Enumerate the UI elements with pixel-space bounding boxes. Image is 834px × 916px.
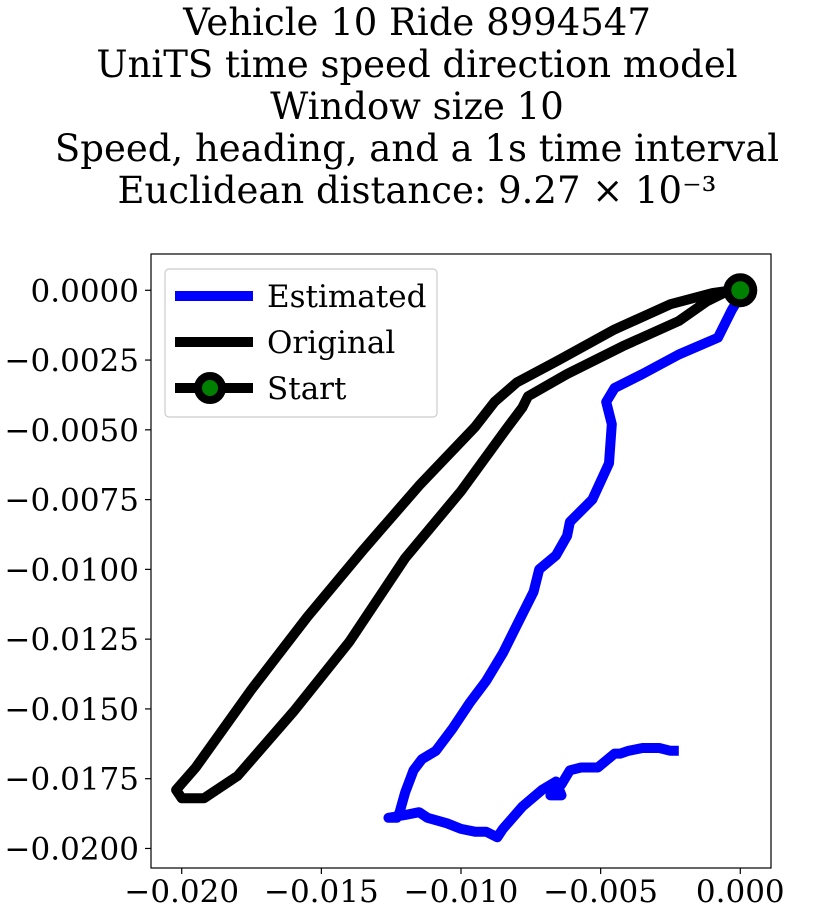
y-tick-label: −0.0200 [5,831,139,867]
y-tick-label: −0.0125 [5,622,139,658]
x-tick-label: −0.005 [543,874,658,910]
start-marker [723,273,758,308]
y-tick-label: −0.0150 [5,692,139,728]
axes-layer: −0.020 −0.015 −0.010 −0.005 0.000 0.0000 −0.00… [5,253,785,910]
legend-label-original: Original [267,325,395,361]
legend-label-estimated: Estimated [267,279,426,315]
y-tick-label: 0.0000 [31,273,139,309]
series-line-estimated [383,293,745,843]
title-line-4: Speed, heading, and a 1s time interval [54,127,780,170]
series-line-original [171,285,742,804]
y-tick-label: −0.0100 [5,552,139,588]
x-tick-label: −0.010 [404,874,519,910]
legend-label-start: Start [267,371,347,407]
legend: Estimated Original Start [164,268,438,418]
chart-title: Vehicle 10 Ride 8994547 UniTS time speed… [0,2,834,212]
title-line-2: UniTS time speed direction model [96,43,738,86]
series-layer [171,273,758,843]
x-tick-label: −0.015 [264,874,379,910]
y-tick-label: −0.0025 [5,343,139,379]
title-line-5: Euclidean distance: 9.27 × 10⁻³ [117,169,717,212]
y-tick-label: −0.0050 [5,413,139,449]
x-tick-label: 0.000 [696,874,785,910]
title-line-3: Window size 10 [270,85,564,128]
legend-start-marker [194,372,226,404]
legend-box [164,268,438,418]
y-tick-label: −0.0075 [5,483,139,519]
x-tick-label: −0.020 [124,874,239,910]
y-tick-label: −0.0175 [5,762,139,798]
title-line-1: Vehicle 10 Ride 8994547 [183,1,651,44]
